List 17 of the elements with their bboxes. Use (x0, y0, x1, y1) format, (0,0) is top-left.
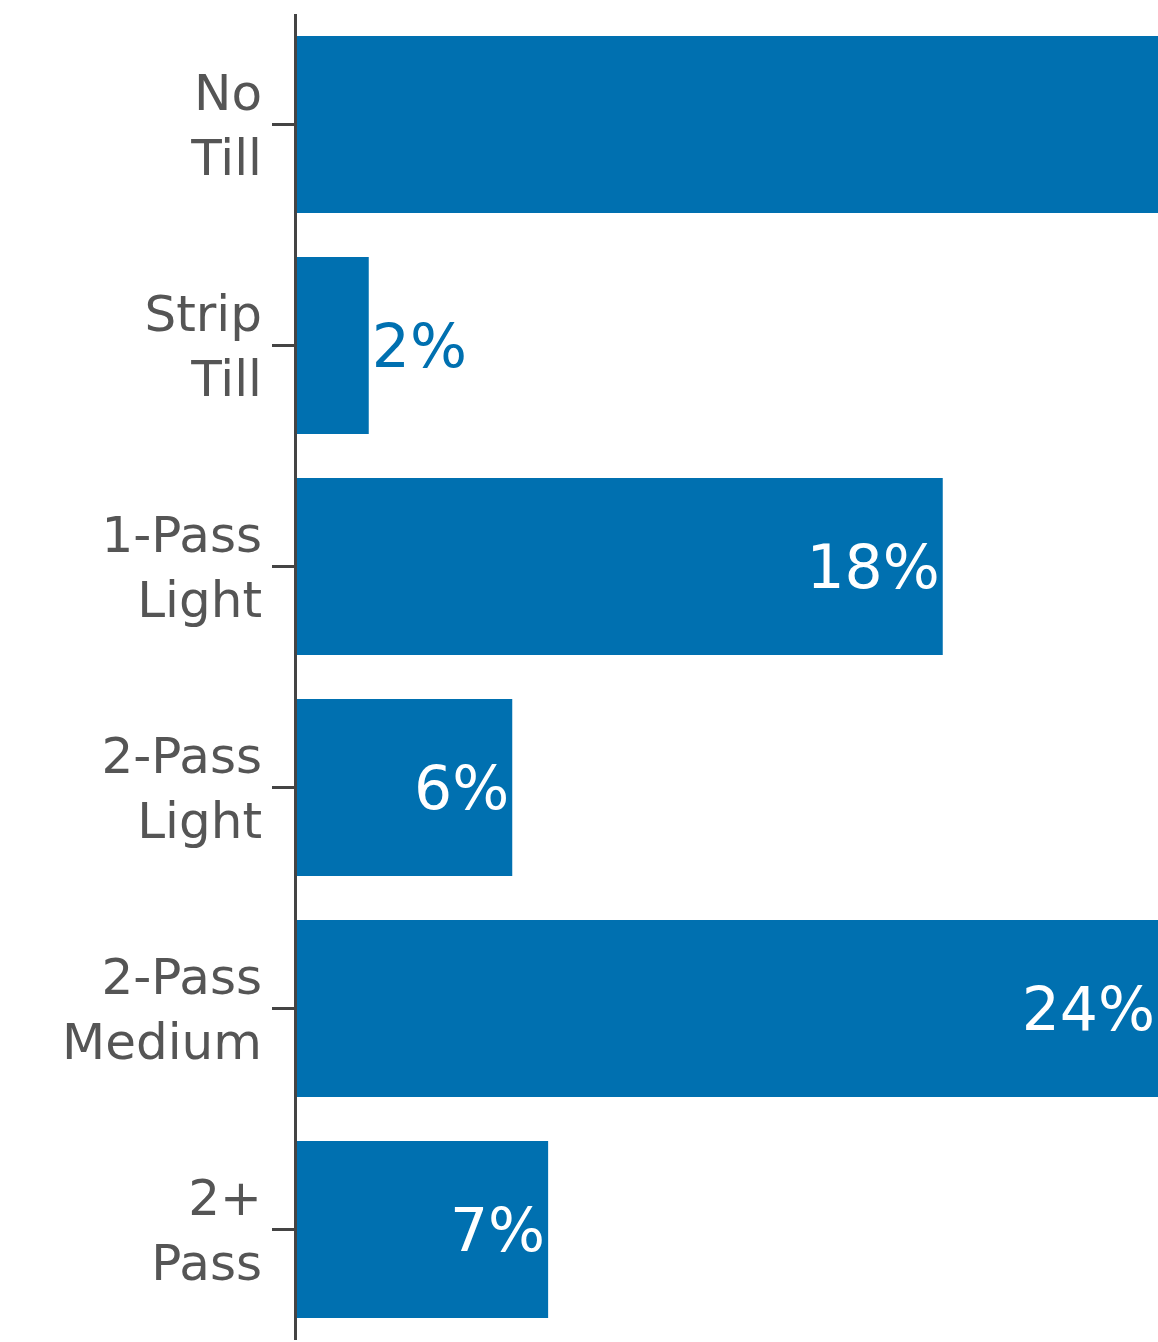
y-tick-label: 2-Pass Medium (62, 947, 262, 1071)
bar (297, 257, 369, 434)
data-label: 6% (414, 752, 510, 823)
bar (297, 478, 943, 655)
bar (297, 36, 1158, 213)
y-tick-label: No Till (190, 63, 262, 187)
bar (297, 699, 513, 876)
y-tick-label: 2-Pass Light (101, 726, 262, 850)
data-label: 18% (806, 531, 940, 602)
data-label: 2% (371, 310, 467, 381)
y-tick-label: 2+ Pass (151, 1168, 262, 1292)
y-tick-label: Strip Till (144, 284, 262, 408)
data-label: 24% (1021, 973, 1155, 1044)
bar (297, 920, 1158, 1097)
data-label: 7% (449, 1194, 546, 1265)
y-tick-label: 1-Pass Light (101, 505, 262, 629)
bar (297, 1141, 549, 1318)
